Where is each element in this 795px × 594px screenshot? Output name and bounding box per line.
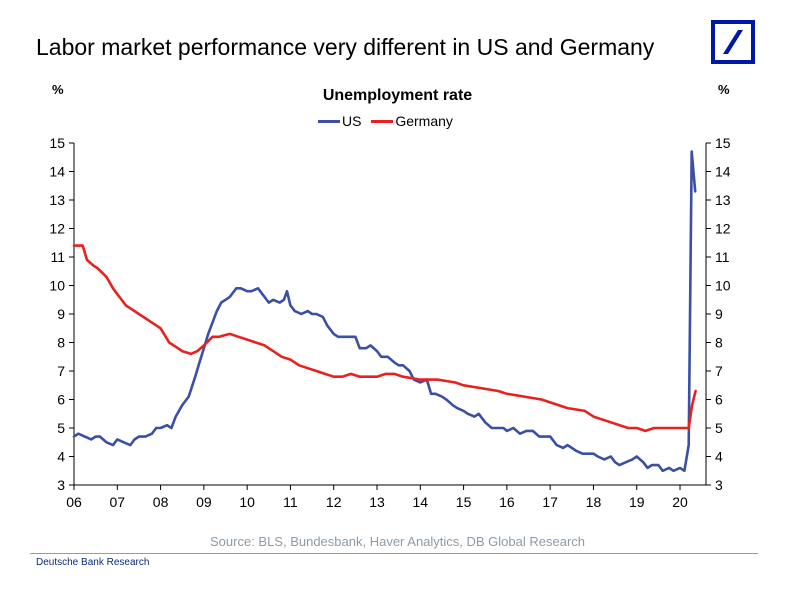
- y-tick-label-right: 4: [715, 449, 723, 465]
- legend-label-us: US: [342, 113, 362, 129]
- y-axis-left-unit: %: [52, 82, 64, 97]
- y-tick-label-left: 13: [49, 192, 65, 208]
- series-line-germany: [72, 244, 697, 433]
- x-tick-label: 11: [283, 494, 298, 510]
- source-note: Source: BLS, Bundesbank, Haver Analytics…: [209, 534, 586, 549]
- x-tick-label: 06: [66, 494, 82, 510]
- y-tick-label-right: 15: [715, 135, 731, 151]
- y-tick-label-right: 14: [715, 164, 731, 180]
- x-tick-label: 10: [239, 494, 255, 510]
- chart-title: Unemployment rate: [322, 87, 473, 104]
- y-tick-label-left: 11: [50, 249, 65, 265]
- y-tick-label-left: 4: [57, 449, 65, 465]
- footer-divider: [30, 553, 758, 554]
- y-tick-label-left: 8: [57, 335, 65, 351]
- y-tick-label-right: 13: [715, 192, 731, 208]
- x-tick-label: 13: [369, 494, 385, 510]
- legend-entry-us: US: [318, 113, 361, 129]
- legend-entry-germany: Germany: [371, 113, 453, 129]
- y-tick-label-left: 5: [57, 420, 65, 436]
- y-tick-label-right: 9: [715, 306, 723, 322]
- x-tick-label: 16: [499, 494, 515, 510]
- y-tick-label-right: 6: [715, 392, 723, 408]
- legend-label-germany: Germany: [395, 113, 453, 129]
- series-line-us: [72, 150, 697, 473]
- y-tick-label-right: 7: [715, 363, 723, 379]
- y-tick-label-right: 5: [715, 420, 723, 436]
- y-tick-label-left: 9: [57, 306, 65, 322]
- y-tick-label-right: 12: [715, 221, 731, 237]
- y-tick-label-left: 7: [57, 363, 65, 379]
- y-tick-label-right: 3: [715, 477, 723, 493]
- y-tick-label-right: 8: [715, 335, 723, 351]
- y-tick-label-left: 12: [49, 221, 65, 237]
- legend-swatch-us: [318, 119, 340, 123]
- x-tick-label: 08: [153, 494, 169, 510]
- y-tick-label-right: 10: [715, 278, 731, 294]
- chart-legend: US Germany: [318, 113, 459, 129]
- x-tick-label: 14: [413, 494, 429, 510]
- x-tick-label: 12: [326, 494, 342, 510]
- slide-title: Labor market performance very different …: [36, 34, 655, 60]
- footer-label: Deutsche Bank Research: [36, 557, 150, 568]
- y-tick-label-left: 3: [57, 477, 65, 493]
- x-tick-label: 09: [196, 494, 212, 510]
- y-tick-label-left: 15: [49, 135, 65, 151]
- y-tick-label-left: 6: [57, 392, 65, 408]
- y-axis-right-unit: %: [718, 82, 730, 97]
- x-tick-label: 19: [629, 494, 645, 510]
- x-tick-label: 15: [456, 494, 472, 510]
- x-tick-label: 07: [109, 494, 125, 510]
- y-tick-label-right: 11: [715, 249, 730, 265]
- x-tick-label: 20: [672, 494, 688, 510]
- y-tick-label-left: 14: [49, 164, 65, 180]
- x-tick-label: 17: [542, 494, 558, 510]
- x-tick-label: 18: [586, 494, 602, 510]
- y-tick-label-left: 10: [49, 278, 65, 294]
- deutsche-bank-logo: [711, 20, 755, 64]
- legend-swatch-germany: [371, 119, 394, 123]
